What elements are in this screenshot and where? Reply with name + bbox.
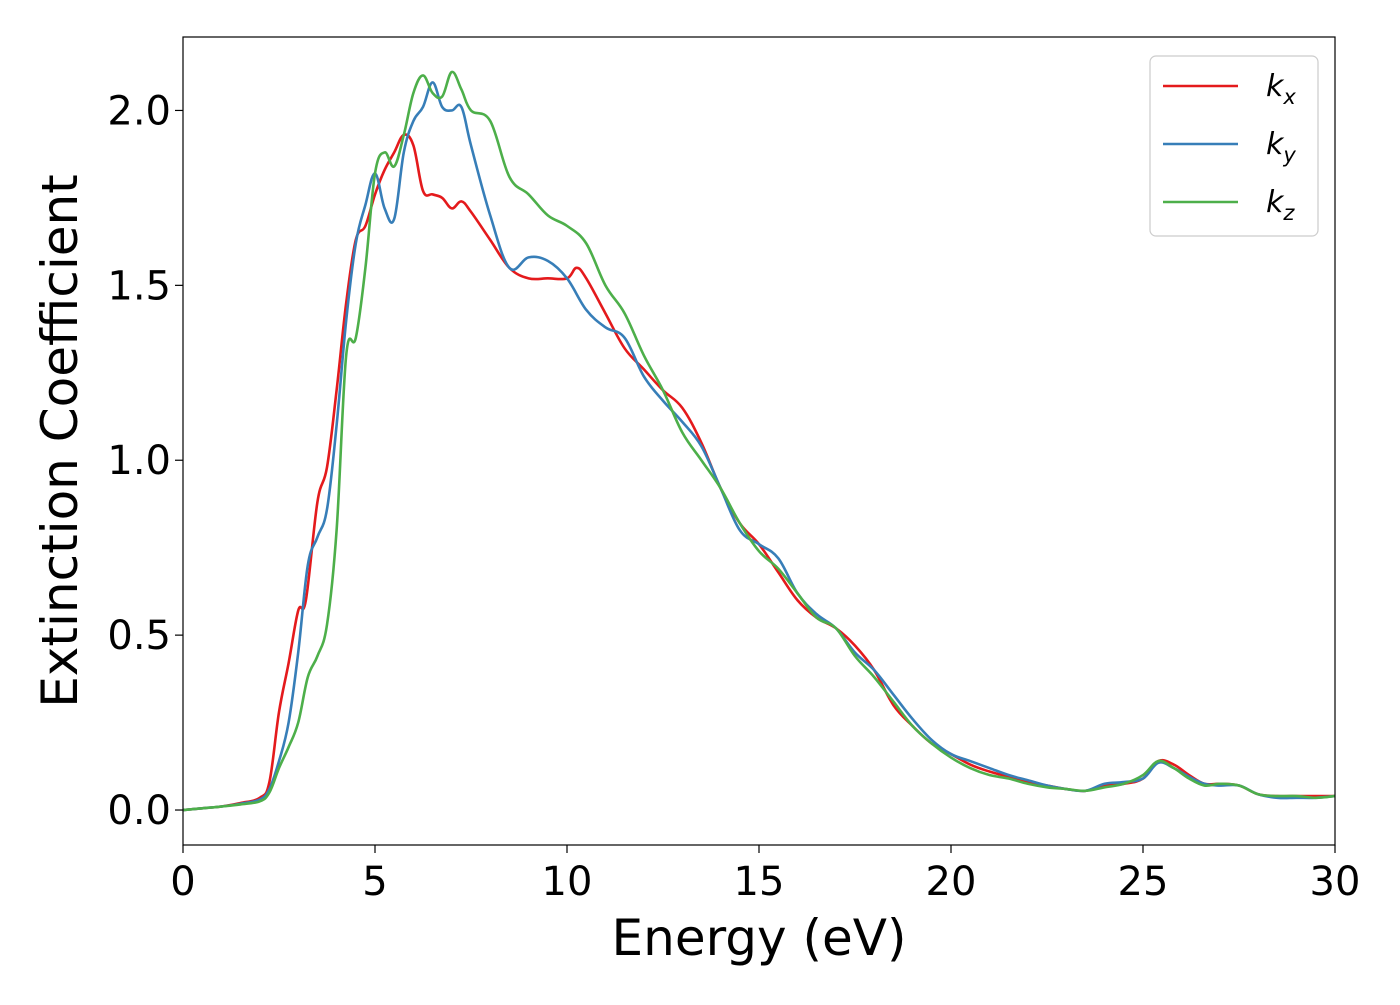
x-tick-label: 25 <box>1118 859 1169 905</box>
y-axis-title: Extinction Coefficient <box>31 174 89 708</box>
y-tick-label: 1.0 <box>107 438 171 484</box>
y-tick-label: 2.0 <box>107 88 171 134</box>
y-tick-label: 1.5 <box>107 263 171 309</box>
legend-label-y: ky <box>1266 127 1296 167</box>
legend: kx ky kz <box>1149 55 1319 237</box>
x-tick-label: 20 <box>926 859 977 905</box>
x-tick-label: 5 <box>362 859 387 905</box>
x-tick-label: 30 <box>1310 859 1361 905</box>
x-tick-label: 15 <box>734 859 785 905</box>
series-line-z <box>183 70 1335 812</box>
y-tick-label: 0.0 <box>107 788 171 834</box>
legend-label-z: kz <box>1266 185 1295 225</box>
y-tick-label: 0.5 <box>107 613 171 659</box>
legend-label-x: kx <box>1266 69 1296 109</box>
x-tick-label: 10 <box>542 859 593 905</box>
x-axis-ticks: 0 5 10 15 20 25 30 <box>170 845 1360 905</box>
x-axis-title: Energy (eV) <box>612 909 907 967</box>
series-layer <box>183 70 1335 812</box>
legend-box <box>1149 55 1319 237</box>
series-line-y <box>183 81 1335 812</box>
y-axis-ticks: 0.0 0.5 1.0 1.5 2.0 <box>107 88 183 834</box>
x-tick-label: 0 <box>170 859 195 905</box>
